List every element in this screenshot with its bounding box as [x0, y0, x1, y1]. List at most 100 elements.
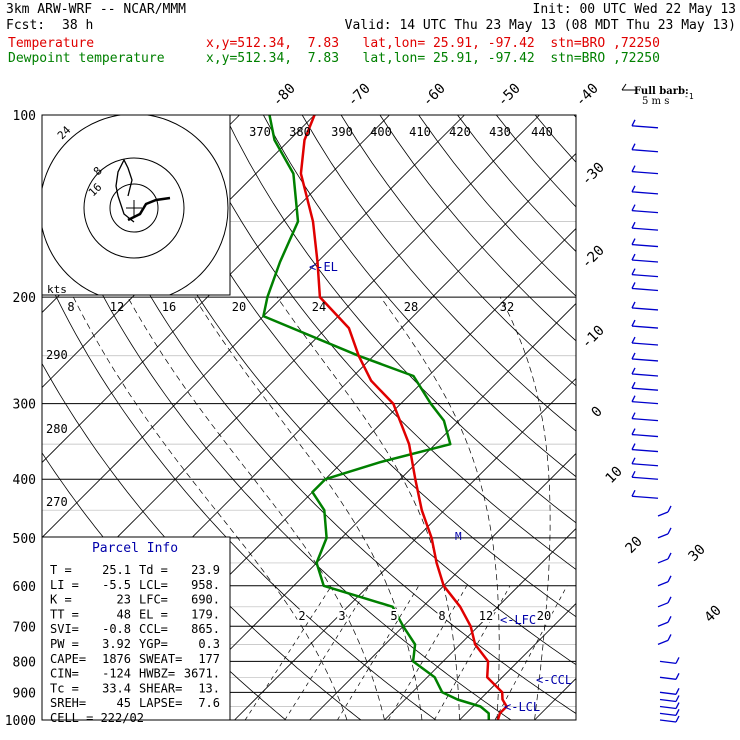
wind-barb: [657, 511, 669, 517]
parcel-info-value: 177: [198, 652, 220, 666]
pressure-tick-label: 700: [13, 620, 36, 635]
wind-barbs: Full barb:5 m s -1: [621, 83, 694, 723]
isotherm-line: [610, 115, 740, 720]
isotherm-line: [384, 527, 576, 720]
theta-label: 440: [531, 125, 553, 139]
parcel-info-cell: CELL = 222/02: [50, 711, 144, 725]
temperature-scale-label: 16: [162, 300, 176, 314]
mixing-ratio-line: [434, 585, 511, 720]
hodograph-units: kts: [47, 283, 67, 296]
mixing-ratio-line: [388, 585, 468, 720]
wind-barb: [631, 470, 636, 478]
isotherm-line: [159, 302, 576, 720]
wind-barb: [631, 282, 636, 289]
parcel-info-label: SHEAR=: [139, 681, 182, 695]
wind-barb: [631, 367, 636, 375]
wind-barb: [631, 204, 636, 211]
wind-barb: [675, 702, 680, 709]
wind-barb: [631, 125, 659, 129]
dry-adiabat-line: [418, 115, 576, 297]
wind-barb: [657, 621, 669, 627]
hodograph-ring: [42, 115, 229, 295]
dry-adiabat-line: [185, 115, 576, 570]
plot-frame: [41, 114, 577, 721]
level-marker-label: <-EL: [309, 260, 338, 274]
wind-barb: [631, 417, 659, 422]
mixing-ratio-label: 12: [479, 609, 493, 623]
temperature-scale-label: 12: [110, 300, 124, 314]
dry-adiabat-line: [68, 115, 576, 714]
moist-adiabat-line: [499, 296, 551, 720]
parcel-info-label: CCL=: [139, 622, 168, 636]
parcel-info-value: 3.92: [102, 637, 131, 651]
moist-adiabat-line: [73, 296, 348, 720]
fcst-hours: 38 h: [62, 18, 94, 33]
wind-barb: [631, 387, 659, 391]
wind-barb: [631, 259, 659, 263]
parcel-info-value: 23.9: [191, 563, 220, 577]
parcel-info-label: K =: [50, 593, 72, 607]
theta-label: 400: [370, 125, 392, 139]
parcel-info-value: 690.: [191, 593, 220, 607]
wind-barb: [631, 428, 636, 435]
parcel-info-label: T =: [50, 563, 72, 577]
temperature-legend-label: Temperature: [8, 36, 95, 51]
mixing-ratio-line: [244, 585, 332, 720]
isotherm-label: 30: [686, 542, 709, 565]
wind-barb: [631, 342, 659, 346]
parcel-info-value: 3671.: [184, 667, 220, 681]
wind-barb: [631, 268, 636, 275]
isotherm-label: -40: [573, 81, 602, 110]
wind-barb: [631, 412, 636, 419]
isotherm-line: [42, 115, 540, 614]
wind-barb: [675, 673, 680, 680]
wind-barb: [657, 558, 669, 564]
wind-barb: [631, 209, 659, 214]
parcel-info-label: TT =: [50, 607, 79, 621]
dry-adiabat-line: [42, 265, 437, 720]
wind-barb: [631, 336, 636, 344]
temperature-legend-info: x,y=512.34, 7.83 lat,lon= 25.91, -97.42 …: [206, 36, 660, 51]
pressure-tick-label: 900: [13, 686, 36, 701]
mixing-ratio-label: 3: [338, 609, 345, 623]
parcel-info-label: PW =: [50, 637, 79, 651]
wind-barb: [631, 325, 659, 329]
parcel-info-label: CAPE=: [50, 652, 86, 666]
theta-label: 410: [409, 125, 431, 139]
mixing-ratio-label: 8: [438, 609, 445, 623]
parcel-info-value: 25.1: [102, 563, 131, 577]
parcel-info-title: Parcel Info: [92, 541, 178, 556]
wind-barb: [631, 352, 636, 360]
moist-adiabat-line: [127, 296, 385, 720]
theta-label: 430: [489, 125, 511, 139]
parcel-info-label: SVI=: [50, 622, 79, 636]
moist-adiabat-line: [380, 296, 500, 720]
wind-barb: [631, 191, 659, 195]
wind-barb: [631, 170, 659, 175]
theta-label: 420: [449, 125, 471, 139]
wind-barb: [631, 395, 636, 402]
wind-barb: [631, 401, 659, 405]
mixing-ratio-line: [337, 585, 420, 720]
temperature-profile-line: [299, 115, 508, 720]
wind-barb: [631, 227, 659, 231]
pressure-tick-label: 600: [13, 580, 36, 595]
isotherm-label: -70: [345, 81, 374, 110]
barb-legend-exponent: -1: [684, 92, 694, 101]
isotherm-label: -50: [495, 81, 524, 110]
wind-barb: [631, 307, 659, 311]
hodograph-rings: [42, 115, 229, 295]
isotherm-label: -20: [579, 243, 608, 272]
hodograph-box: [41, 114, 231, 296]
wind-barb: [631, 273, 659, 278]
wind-barb: [659, 660, 677, 665]
wind-barb: [631, 238, 636, 245]
mixing-ratio-line: [494, 585, 568, 720]
isotherm-line: [234, 377, 576, 720]
isotherm-line: [42, 115, 465, 539]
wind-barb: [631, 119, 636, 127]
wind-barb: [667, 596, 672, 604]
pressure-tick-label: 500: [13, 532, 36, 547]
